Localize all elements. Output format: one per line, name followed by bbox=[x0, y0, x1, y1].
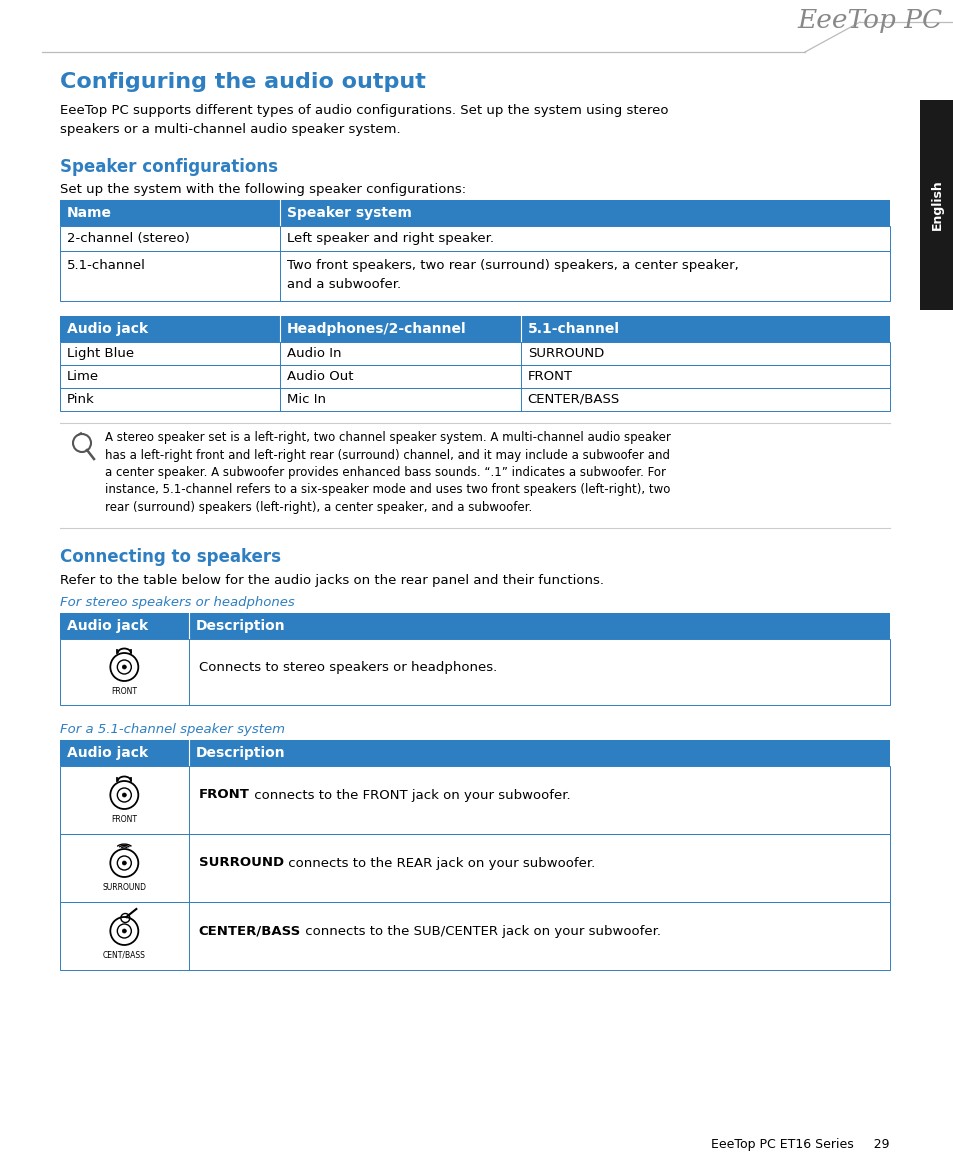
Text: FRONT: FRONT bbox=[527, 370, 572, 383]
Text: 2-channel (stereo): 2-channel (stereo) bbox=[67, 232, 190, 245]
Text: Audio jack: Audio jack bbox=[67, 322, 148, 336]
Text: CENTER/BASS: CENTER/BASS bbox=[527, 393, 619, 407]
Text: Configuring the audio output: Configuring the audio output bbox=[60, 72, 425, 92]
Bar bbox=[60, 200, 889, 226]
Text: For a 5.1-channel speaker system: For a 5.1-channel speaker system bbox=[60, 723, 285, 736]
Text: Audio Out: Audio Out bbox=[287, 370, 353, 383]
Bar bbox=[60, 251, 889, 301]
Text: SURROUND: SURROUND bbox=[527, 346, 603, 360]
Text: Speaker configurations: Speaker configurations bbox=[60, 158, 277, 176]
Text: Description: Description bbox=[195, 619, 285, 633]
Text: English: English bbox=[929, 180, 943, 230]
Text: 5.1-channel: 5.1-channel bbox=[527, 322, 619, 336]
Text: connects to the REAR jack on your subwoofer.: connects to the REAR jack on your subwoo… bbox=[283, 857, 595, 870]
Bar bbox=[60, 316, 889, 342]
Circle shape bbox=[122, 793, 126, 797]
Text: Connects to stereo speakers or headphones.: Connects to stereo speakers or headphone… bbox=[198, 661, 497, 673]
Bar bbox=[60, 740, 889, 766]
Text: Speaker system: Speaker system bbox=[287, 206, 412, 219]
Bar bbox=[60, 766, 889, 834]
Text: FRONT: FRONT bbox=[112, 815, 137, 824]
Text: Name: Name bbox=[67, 206, 112, 219]
Text: CENTER/BASS: CENTER/BASS bbox=[198, 924, 300, 938]
Text: SURROUND: SURROUND bbox=[198, 857, 283, 870]
Bar bbox=[60, 226, 889, 251]
Text: Set up the system with the following speaker configurations:: Set up the system with the following spe… bbox=[60, 182, 466, 196]
Text: Headphones/2-channel: Headphones/2-channel bbox=[287, 322, 466, 336]
Text: CENT/BASS: CENT/BASS bbox=[103, 951, 146, 960]
Text: Refer to the table below for the audio jacks on the rear panel and their functio: Refer to the table below for the audio j… bbox=[60, 574, 603, 587]
Text: EeeTop PC ET16 Series     29: EeeTop PC ET16 Series 29 bbox=[711, 1138, 889, 1152]
Text: FRONT: FRONT bbox=[198, 789, 250, 802]
Text: Left speaker and right speaker.: Left speaker and right speaker. bbox=[287, 232, 494, 245]
Text: A stereo speaker set is a left-right, two channel speaker system. A multi-channe: A stereo speaker set is a left-right, tw… bbox=[105, 431, 670, 514]
Text: connects to the SUB/CENTER jack on your subwoofer.: connects to the SUB/CENTER jack on your … bbox=[300, 924, 660, 938]
Text: EeeTop PC supports different types of audio configurations. Set up the system us: EeeTop PC supports different types of au… bbox=[60, 104, 668, 135]
Text: 5.1-channel: 5.1-channel bbox=[67, 259, 146, 271]
Text: Lime: Lime bbox=[67, 370, 99, 383]
Text: FRONT: FRONT bbox=[112, 687, 137, 696]
Text: Audio jack: Audio jack bbox=[67, 746, 148, 760]
Text: Light Blue: Light Blue bbox=[67, 346, 134, 360]
Bar bbox=[60, 342, 889, 365]
Text: connects to the FRONT jack on your subwoofer.: connects to the FRONT jack on your subwo… bbox=[250, 789, 570, 802]
Text: EeeTop PC: EeeTop PC bbox=[797, 8, 942, 33]
Text: Connecting to speakers: Connecting to speakers bbox=[60, 547, 281, 566]
Circle shape bbox=[122, 860, 126, 865]
Bar bbox=[919, 100, 953, 310]
Text: Pink: Pink bbox=[67, 393, 94, 407]
Text: Mic In: Mic In bbox=[287, 393, 326, 407]
Circle shape bbox=[122, 929, 126, 933]
Text: Audio In: Audio In bbox=[287, 346, 341, 360]
Text: Audio jack: Audio jack bbox=[67, 619, 148, 633]
Text: SURROUND: SURROUND bbox=[102, 884, 146, 892]
Bar bbox=[60, 365, 889, 388]
Text: Two front speakers, two rear (surround) speakers, a center speaker,
and a subwoo: Two front speakers, two rear (surround) … bbox=[287, 259, 738, 291]
Bar bbox=[60, 613, 889, 639]
Bar bbox=[60, 388, 889, 411]
Bar bbox=[60, 639, 889, 705]
Circle shape bbox=[122, 665, 126, 669]
Text: Description: Description bbox=[195, 746, 285, 760]
Bar bbox=[60, 902, 889, 970]
Text: For stereo speakers or headphones: For stereo speakers or headphones bbox=[60, 596, 294, 609]
Bar bbox=[60, 834, 889, 902]
